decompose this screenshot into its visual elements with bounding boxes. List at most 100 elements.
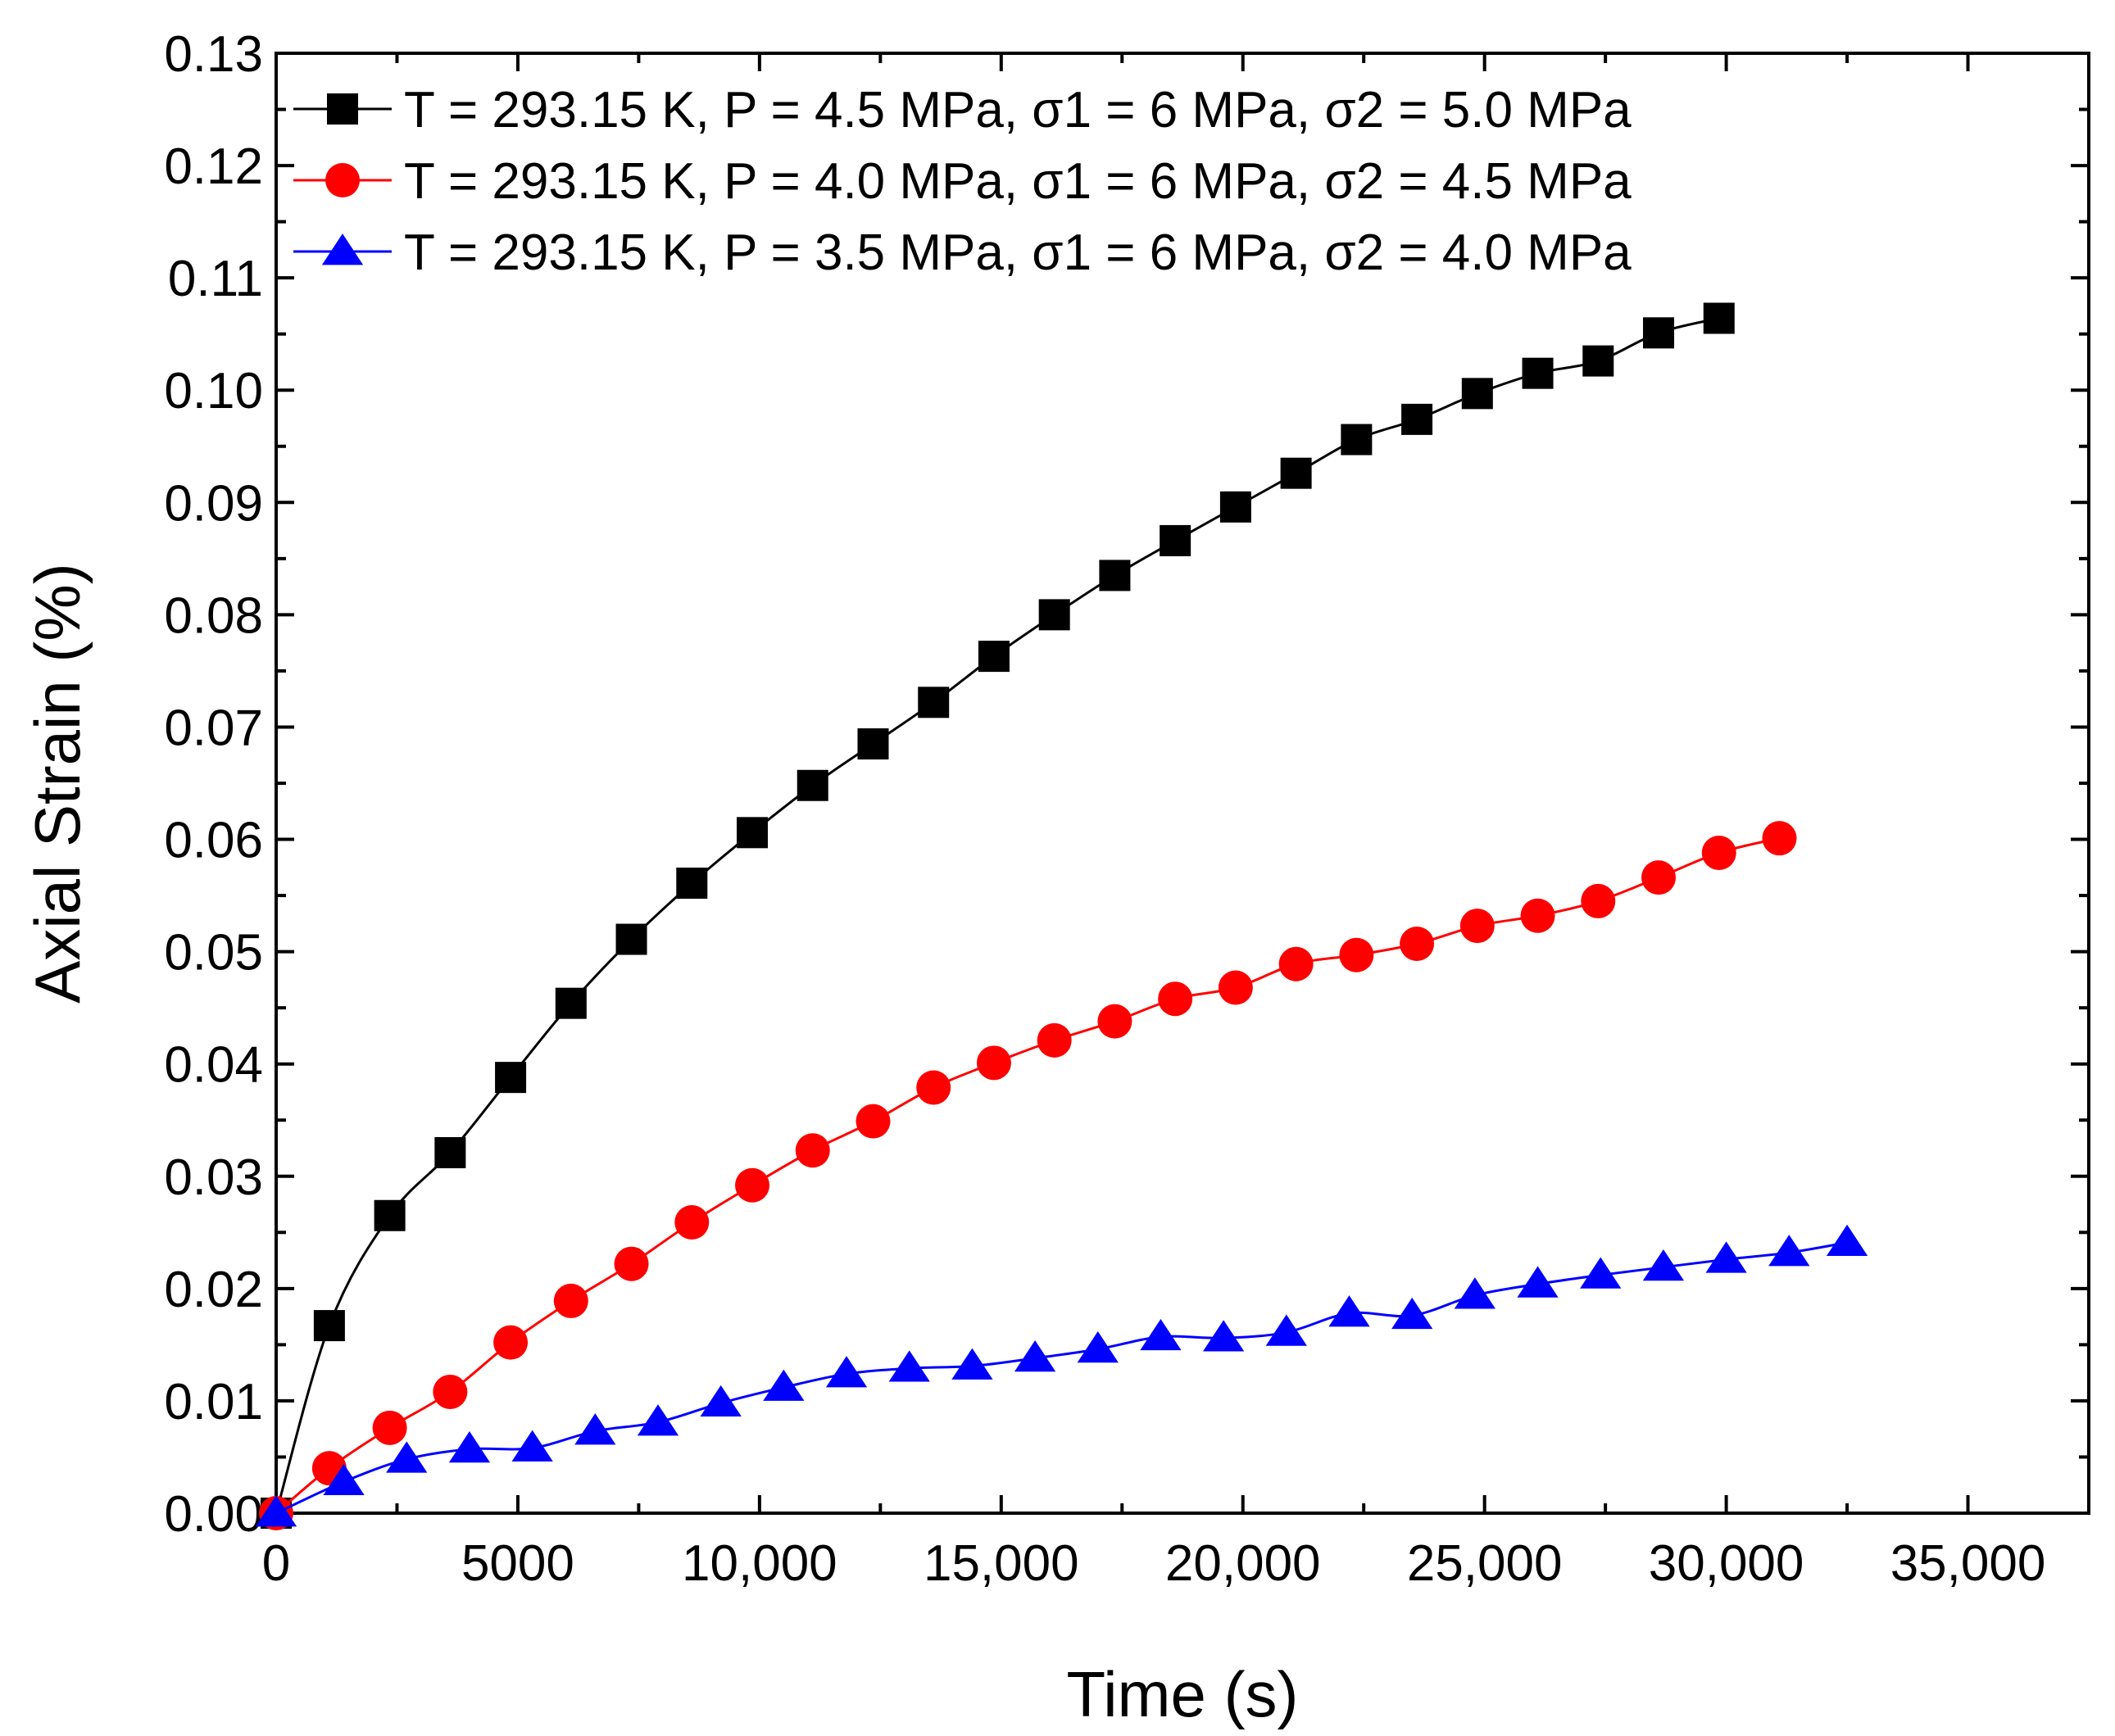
series-line <box>275 836 1780 1515</box>
data-point <box>1642 1249 1685 1281</box>
data-point <box>1099 560 1131 592</box>
data-point <box>313 1310 345 1342</box>
data-point <box>374 1199 406 1231</box>
x-axis-ticks: 0 5000 10,000 15,000 20,000 25,000 30,000 35,00… <box>262 53 2046 1592</box>
data-point <box>1701 835 1736 870</box>
y-tick-label: 0.08 <box>164 587 263 644</box>
data-point <box>1461 378 1493 410</box>
data-point <box>857 728 889 760</box>
data-point <box>1203 1320 1245 1352</box>
data-point <box>433 1374 468 1409</box>
data-point <box>1097 1004 1132 1039</box>
y-tick-label: 0.11 <box>168 251 263 307</box>
data-point <box>1762 821 1797 856</box>
legend-entry-2: T = 293.15 K, P = 4.0 MPa, σ1 = 6 MPa, σ… <box>293 153 1632 210</box>
data-point <box>493 1325 529 1360</box>
data-point <box>1581 883 1616 918</box>
data-point <box>1705 1241 1747 1273</box>
x-tick-label: 15,000 <box>924 1535 1079 1592</box>
data-point <box>574 1413 616 1445</box>
data-point <box>1158 981 1193 1017</box>
series-line <box>275 317 1720 1514</box>
series-3 <box>255 1224 1868 1527</box>
x-axis-title: Time (s) <box>1066 1658 1298 1730</box>
data-point <box>737 817 769 849</box>
data-point <box>1401 403 1433 435</box>
data-point <box>1768 1235 1810 1267</box>
data-point <box>825 1356 868 1388</box>
data-point <box>1582 345 1614 377</box>
data-point <box>856 1104 891 1139</box>
data-point <box>795 1133 830 1168</box>
data-point <box>1037 1022 1072 1058</box>
data-point <box>1522 357 1554 389</box>
y-tick-label: 0.04 <box>164 1037 263 1094</box>
data-point <box>615 923 647 955</box>
data-point <box>614 1246 649 1281</box>
data-point <box>1077 1331 1119 1363</box>
x-tick-label: 25,000 <box>1407 1535 1563 1592</box>
data-point <box>1643 317 1675 349</box>
legend-label: T = 293.15 K, P = 4.5 MPa, σ1 = 6 MPa, σ… <box>404 82 1632 138</box>
x-tick-label: 20,000 <box>1165 1535 1321 1592</box>
y-tick-label: 0.00 <box>164 1486 263 1543</box>
legend-entry-1: T = 293.15 K, P = 4.5 MPa, σ1 = 6 MPa, σ… <box>293 82 1632 138</box>
data-point <box>674 1204 710 1240</box>
legend-entry-3: T = 293.15 K, P = 3.5 MPa, σ1 = 6 MPa, σ… <box>293 224 1632 281</box>
data-point <box>735 1167 770 1203</box>
y-tick-label: 0.07 <box>164 700 263 756</box>
x-tick-label: 0 <box>262 1535 290 1592</box>
legend-marker <box>321 233 364 265</box>
y-tick-label: 0.09 <box>164 475 263 532</box>
y-tick-label: 0.06 <box>164 813 263 869</box>
data-point <box>978 641 1010 673</box>
legend-label: T = 293.15 K, P = 4.0 MPa, σ1 = 6 MPa, σ… <box>404 153 1632 210</box>
y-tick-label: 0.12 <box>164 138 263 195</box>
data-point <box>434 1136 466 1168</box>
data-point <box>1218 970 1253 1005</box>
data-point <box>495 1062 527 1094</box>
y-tick-label: 0.01 <box>164 1374 263 1430</box>
data-point <box>511 1430 553 1462</box>
series-2 <box>259 821 1797 1530</box>
data-point <box>1391 1297 1433 1330</box>
x-tick-label: 35,000 <box>1890 1535 2046 1592</box>
y-axis-ticks: 0.00 0.01 0.02 0.03 0.04 0.05 0.06 0.07 0.08 0.09… <box>164 26 2089 1543</box>
data-point <box>1520 898 1555 933</box>
data-point <box>1014 1339 1056 1372</box>
data-point <box>448 1431 491 1463</box>
data-point <box>918 687 950 718</box>
series-layer <box>255 302 1868 1530</box>
data-point <box>1278 946 1314 981</box>
data-point <box>763 1369 805 1401</box>
legend-marker <box>325 163 360 197</box>
data-point <box>1826 1224 1868 1257</box>
x-tick-label: 10,000 <box>682 1535 837 1592</box>
data-point <box>255 1495 297 1527</box>
data-point <box>916 1070 951 1105</box>
data-point <box>1400 927 1435 962</box>
y-tick-label: 0.05 <box>164 925 263 981</box>
data-point <box>1641 860 1677 895</box>
x-tick-label: 5000 <box>461 1535 574 1592</box>
data-point <box>676 867 708 899</box>
data-point <box>553 1283 588 1318</box>
data-point <box>1454 1277 1495 1309</box>
data-point <box>951 1348 993 1380</box>
data-point <box>1328 1295 1370 1327</box>
y-tick-label: 0.13 <box>164 26 263 83</box>
data-point <box>1265 1314 1307 1346</box>
x-tick-label: 30,000 <box>1649 1535 1804 1592</box>
data-point <box>1703 302 1735 334</box>
data-point <box>323 1463 365 1496</box>
legend: T = 293.15 K, P = 4.5 MPa, σ1 = 6 MPa, σ… <box>293 82 1632 281</box>
legend-label: T = 293.15 K, P = 3.5 MPa, σ1 = 6 MPa, σ… <box>404 224 1632 281</box>
data-point <box>637 1404 679 1436</box>
y-tick-label: 0.02 <box>164 1262 263 1318</box>
data-point <box>1038 599 1070 631</box>
data-point <box>555 987 587 1019</box>
y-tick-label: 0.03 <box>164 1149 263 1206</box>
data-point <box>888 1350 930 1382</box>
y-tick-label: 0.10 <box>164 363 263 419</box>
